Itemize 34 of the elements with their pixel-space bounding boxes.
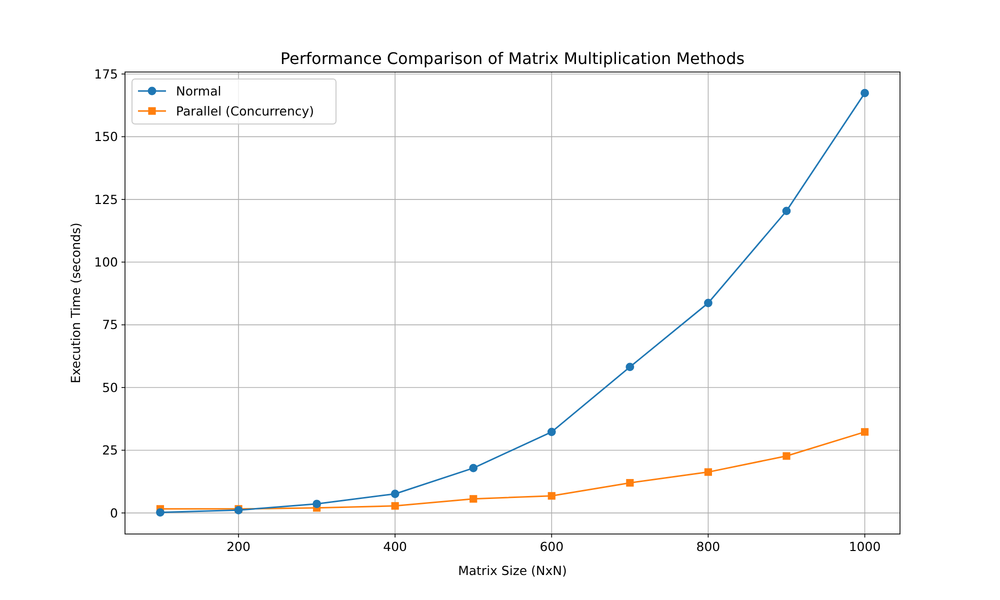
y-tick-label: 0	[110, 505, 118, 520]
point	[548, 492, 556, 500]
y-tick-label: 50	[102, 380, 118, 395]
point	[860, 88, 869, 98]
point	[860, 428, 869, 436]
x-tick-label: 400	[383, 539, 408, 554]
point	[547, 428, 556, 436]
legend-label: Parallel (Concurrency)	[176, 103, 314, 118]
point	[704, 298, 712, 308]
point	[470, 495, 478, 503]
point	[704, 468, 712, 476]
x-axis-title: Matrix Size (NxN)	[458, 563, 567, 578]
x-tick-label: 800	[696, 539, 720, 554]
y-axis-title: Execution Time (seconds)	[68, 222, 83, 384]
chart-title: Performance Comparison of Matrix Multiplication Methods	[280, 49, 745, 68]
point	[782, 452, 790, 460]
point	[312, 500, 321, 508]
y-tick-label: 75	[102, 317, 118, 332]
legend-label: Normal	[176, 83, 222, 98]
y-tick-label: 125	[94, 192, 118, 207]
point	[469, 464, 478, 472]
y-tick-label: 150	[94, 129, 118, 144]
x-tick-label: 600	[540, 539, 564, 554]
point	[391, 502, 399, 510]
x-tick-label: 1000	[848, 539, 881, 554]
point	[782, 206, 791, 216]
y-tick-label: 100	[94, 254, 118, 270]
y-tick-label: 175	[94, 66, 118, 82]
x-tick-label: 200	[226, 539, 250, 554]
point	[156, 508, 164, 517]
y-tick-label: 25	[102, 442, 118, 458]
point	[626, 479, 634, 487]
point	[626, 362, 634, 372]
point	[390, 490, 400, 498]
